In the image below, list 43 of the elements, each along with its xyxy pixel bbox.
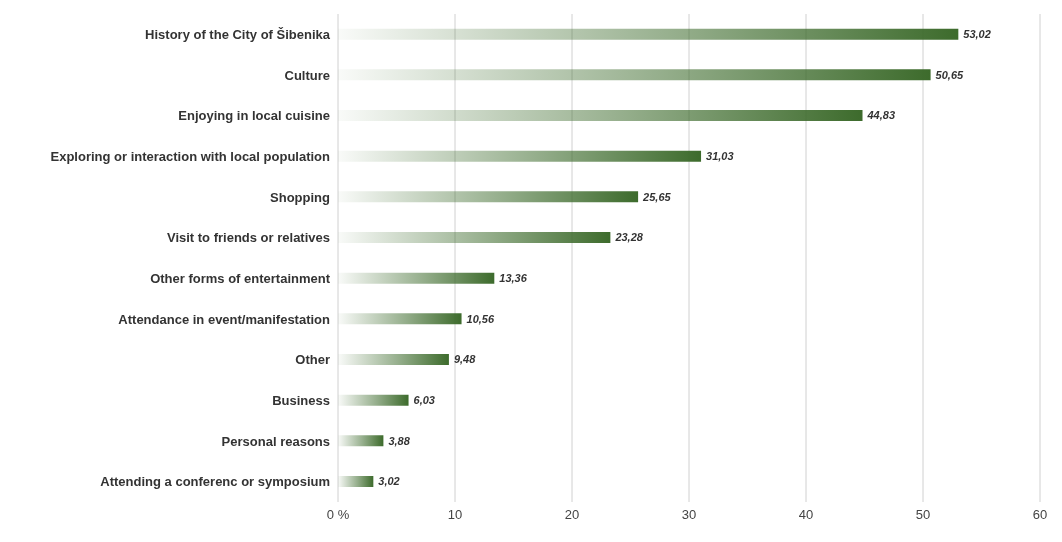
x-tick-label: 40 [798, 507, 814, 523]
y-tick-label: Visit to friends or relatives [166, 230, 330, 246]
data-label: 31,03 [706, 150, 734, 163]
y-tick-label: Exploring or interaction with local population [50, 148, 331, 164]
y-tick-label: History of the City of Šibenika [145, 26, 331, 42]
bar [338, 353, 449, 365]
bar [338, 475, 374, 487]
data-label: 50,65 [935, 68, 965, 81]
y-tick-label: Business [272, 392, 330, 408]
bar [338, 150, 702, 162]
y-tick-label: Attendance in event/manifestation [118, 311, 331, 327]
data-label: 25,65 [642, 190, 672, 203]
data-label: 53,02 [963, 28, 991, 41]
bar [338, 313, 462, 325]
bar [338, 394, 409, 406]
bar [338, 109, 863, 121]
data-label: 10,56 [466, 312, 495, 325]
bar [338, 191, 639, 203]
data-label: 44,83 [866, 109, 896, 122]
x-tick-label: 10 [447, 507, 463, 523]
data-label: 6,03 [413, 394, 435, 407]
bar [338, 231, 611, 243]
y-tick-label: Other [295, 352, 330, 368]
y-tick-label: Personal reasons [221, 433, 330, 449]
y-tick-label: Attending a conferenc or symposium [100, 474, 330, 490]
data-label: 9,48 [453, 353, 477, 366]
data-label: 3,88 [388, 434, 411, 447]
bar [338, 435, 384, 447]
x-tick-label: 0 % [326, 507, 350, 523]
x-tick-label: 60 [1032, 507, 1048, 523]
data-label: 23,28 [614, 231, 644, 244]
y-tick-label: Culture [284, 67, 330, 83]
x-tick-label: 30 [681, 507, 697, 523]
data-label: 3,02 [378, 475, 400, 488]
bar [338, 28, 959, 40]
x-tick-label: 50 [915, 507, 931, 523]
data-label: 13,36 [499, 272, 528, 285]
x-tick-label: 20 [564, 507, 580, 523]
bar [338, 69, 931, 81]
y-tick-label: Enjoying in local cuisine [178, 108, 330, 124]
y-tick-label: Shopping [270, 189, 331, 205]
bar [338, 272, 495, 284]
y-tick-label: Other forms of entertainment [150, 270, 331, 286]
